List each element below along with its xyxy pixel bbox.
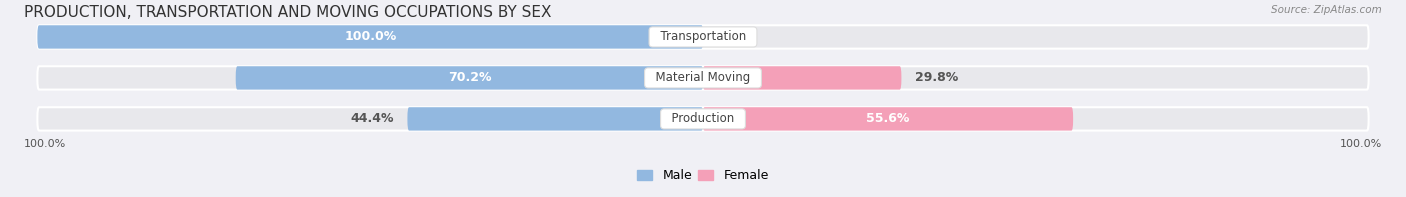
Text: 100.0%: 100.0% xyxy=(1340,139,1382,149)
FancyBboxPatch shape xyxy=(38,25,703,49)
FancyBboxPatch shape xyxy=(408,107,703,131)
Text: Transportation: Transportation xyxy=(652,31,754,44)
Text: 100.0%: 100.0% xyxy=(344,31,396,44)
FancyBboxPatch shape xyxy=(236,66,703,90)
Text: PRODUCTION, TRANSPORTATION AND MOVING OCCUPATIONS BY SEX: PRODUCTION, TRANSPORTATION AND MOVING OC… xyxy=(24,5,551,20)
Text: Source: ZipAtlas.com: Source: ZipAtlas.com xyxy=(1271,5,1382,15)
Text: 70.2%: 70.2% xyxy=(447,72,491,85)
Text: 0.0%: 0.0% xyxy=(716,31,751,44)
Legend: Male, Female: Male, Female xyxy=(633,164,773,187)
FancyBboxPatch shape xyxy=(703,66,901,90)
Text: 44.4%: 44.4% xyxy=(350,112,394,125)
FancyBboxPatch shape xyxy=(38,66,1368,90)
FancyBboxPatch shape xyxy=(703,107,1073,131)
FancyBboxPatch shape xyxy=(38,25,1368,49)
Text: Material Moving: Material Moving xyxy=(648,72,758,85)
Text: 100.0%: 100.0% xyxy=(24,139,66,149)
Text: 55.6%: 55.6% xyxy=(866,112,910,125)
Text: Production: Production xyxy=(664,112,742,125)
Text: 29.8%: 29.8% xyxy=(915,72,957,85)
FancyBboxPatch shape xyxy=(38,107,1368,131)
